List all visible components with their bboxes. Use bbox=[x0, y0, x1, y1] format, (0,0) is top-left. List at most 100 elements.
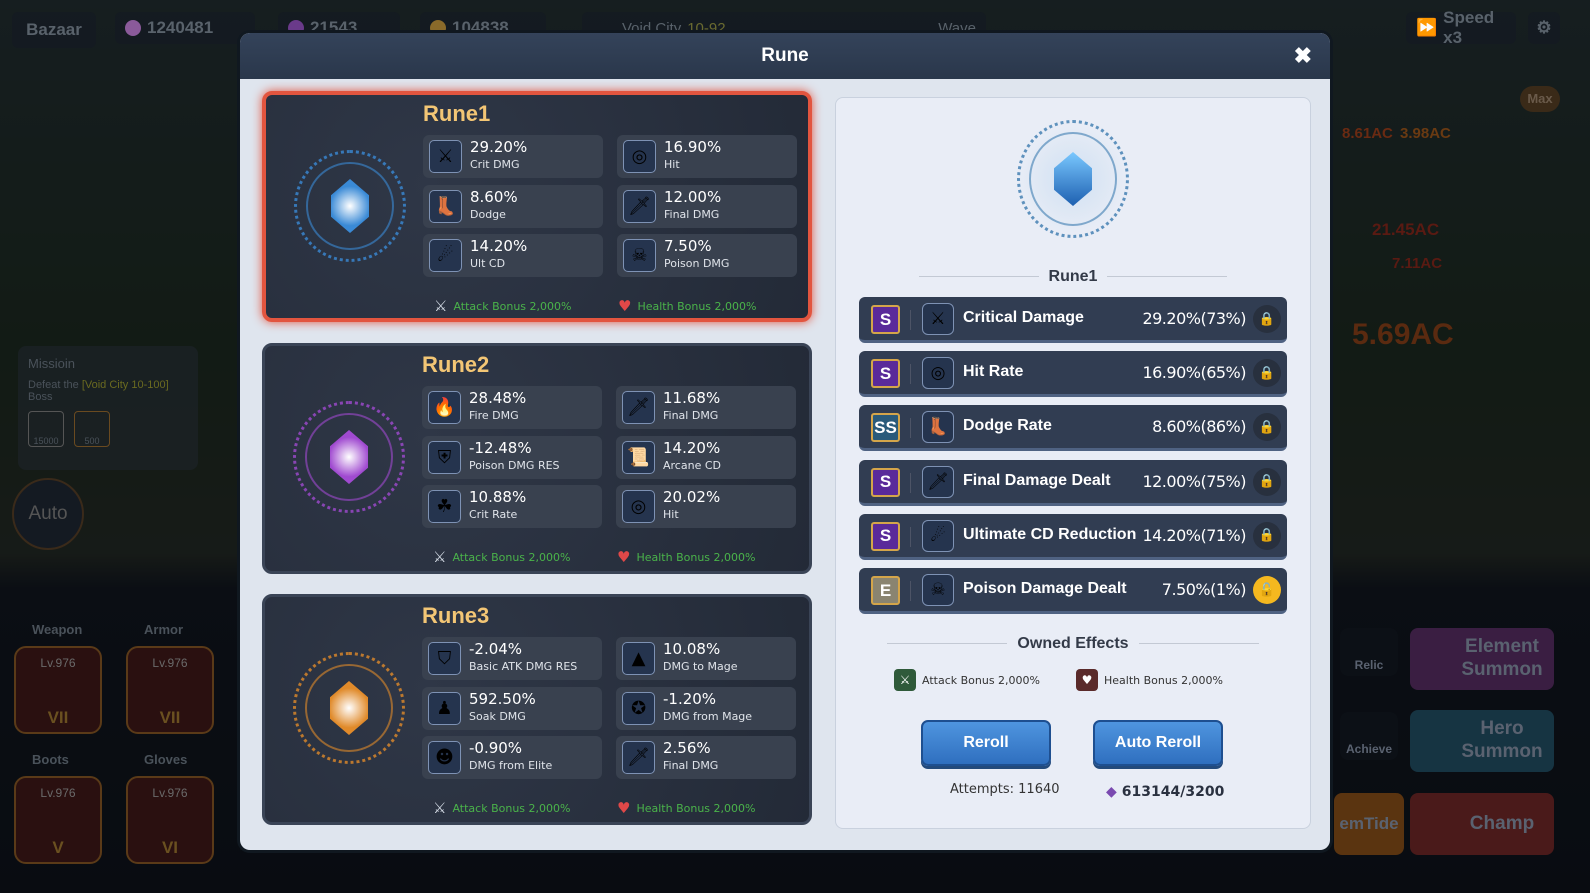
equip-slot-gloves[interactable]: Lv.976 VI bbox=[126, 776, 214, 864]
stat-value: 7.50% bbox=[664, 237, 712, 255]
lock-icon[interactable]: 🔒 bbox=[1253, 305, 1281, 333]
final-sword-icon: 🗡 bbox=[622, 391, 655, 424]
equip-slot-boots[interactable]: Lv.976 V bbox=[14, 776, 102, 864]
rune-stat: ◎ 20.02% Hit bbox=[616, 485, 796, 528]
rune-stat: ◎ 16.90% Hit bbox=[617, 135, 797, 178]
rune-card[interactable]: Rune3 ⛉ -2.04% Basic ATK DMG RES ▲ 10.08% DMG … bbox=[262, 594, 812, 825]
rune-name: Rune2 bbox=[422, 352, 490, 377]
modal-title: Rune bbox=[761, 45, 809, 66]
attempts-count: Attempts: 11640 bbox=[950, 782, 1060, 797]
mission-reward-gold: 500 bbox=[74, 411, 110, 447]
grade-badge: S bbox=[871, 467, 900, 497]
element-summon-button[interactable]: Element Summon bbox=[1410, 628, 1554, 690]
lock-icon[interactable]: 🔒 bbox=[1253, 521, 1281, 550]
mission-text: Defeat the bbox=[28, 379, 79, 391]
winged-boot-icon: 👢 bbox=[429, 189, 462, 223]
rune-card[interactable]: Rune2 🔥 28.48% Fire DMG 🗡 11.68% Final DMG ⛨ -12… bbox=[262, 343, 812, 574]
speed-button[interactable]: ⏩ Speed x3 bbox=[1406, 8, 1516, 47]
equip-tier: VI bbox=[161, 838, 179, 857]
rune-emblem bbox=[293, 652, 405, 764]
relic-button[interactable]: Relic bbox=[1340, 628, 1398, 676]
rune-stat: ☠ 7.50% Poison DMG bbox=[617, 234, 797, 277]
lock-icon[interactable]: 🔒 bbox=[1253, 359, 1281, 388]
option-value: 7.50%(1%) bbox=[1161, 580, 1247, 599]
bazaar-button[interactable]: Bazaar bbox=[12, 12, 96, 48]
equip-slot-armor[interactable]: Lv.976 VII bbox=[126, 646, 214, 734]
stat-value: 29.20% bbox=[470, 138, 528, 156]
stat-value: -1.20% bbox=[663, 689, 717, 708]
attack-bonus-icon: ⚔ bbox=[433, 548, 447, 566]
equip-level: Lv.976 bbox=[40, 786, 76, 800]
stat-value: 11.68% bbox=[663, 389, 721, 407]
stat-value: 14.20% bbox=[470, 237, 528, 255]
modal-header: Rune ✖ bbox=[240, 33, 1330, 79]
stat-value: 12.00% bbox=[664, 187, 722, 206]
unlock-icon[interactable]: 🔓 bbox=[1253, 576, 1281, 604]
rune-option-row: S ◎ Hit Rate 16.90%(65%) 🔒 bbox=[859, 351, 1287, 398]
lock-icon[interactable]: 🔒 bbox=[1253, 467, 1281, 496]
option-value: 16.90%(65%) bbox=[1142, 363, 1246, 383]
fireball-icon: ☄ bbox=[429, 239, 462, 272]
grade-badge: S bbox=[871, 305, 900, 334]
settings-button[interactable]: ⚙ bbox=[1528, 12, 1560, 44]
heart-icon: ♥ bbox=[618, 297, 632, 315]
crit-sword-icon: ⚔ bbox=[429, 140, 462, 173]
stat-label: Ult CD bbox=[470, 257, 506, 270]
reroll-currency: ◆ 613144/3200 bbox=[1106, 784, 1225, 800]
rune-name: Rune1 bbox=[423, 101, 491, 126]
attack-bonus-icon: ⚔ bbox=[433, 799, 447, 817]
stat-label: Final DMG bbox=[663, 759, 719, 772]
close-icon[interactable]: ✖ bbox=[1293, 43, 1312, 68]
rune-name: Rune3 bbox=[422, 603, 490, 628]
stat-value: 20.02% bbox=[663, 488, 721, 506]
stat-value: 28.48% bbox=[469, 389, 527, 407]
reroll-button[interactable]: Reroll bbox=[921, 720, 1051, 766]
tide-button[interactable]: emTide bbox=[1334, 793, 1404, 855]
equip-level: Lv.976 bbox=[40, 656, 76, 670]
option-name: Hit Rate bbox=[963, 363, 1024, 381]
rune-card[interactable]: Rune1 ⚔ 29.20% Crit DMG ◎ 16.90% Hit 👢 8.60% Dodg… bbox=[262, 91, 812, 322]
achieve-button[interactable]: Achieve bbox=[1340, 712, 1398, 760]
max-button[interactable]: Max bbox=[1520, 86, 1560, 112]
equip-tier: VII bbox=[47, 708, 69, 727]
elite-badge-icon: ☻ bbox=[428, 741, 461, 774]
lock-icon[interactable]: 🔒 bbox=[1253, 413, 1281, 442]
stat-label: Poison DMG RES bbox=[469, 458, 560, 472]
grade-badge: E bbox=[871, 576, 900, 605]
attack-bonus-icon: ⚔ bbox=[894, 669, 916, 691]
rune-stat: 👢 8.60% Dodge bbox=[423, 184, 603, 228]
grade-badge: S bbox=[871, 359, 900, 389]
stat-label: Hit bbox=[663, 508, 679, 521]
rune-stone-icon: ◆ bbox=[1106, 784, 1117, 800]
option-name: Ultimate CD Reduction bbox=[963, 525, 1137, 543]
detail-rune-name: Rune1 bbox=[836, 268, 1310, 286]
damage-number: 21.45AC bbox=[1372, 220, 1440, 239]
auto-button[interactable]: Auto bbox=[12, 478, 84, 550]
heart-icon: ♥ bbox=[617, 548, 631, 566]
auto-reroll-button[interactable]: Auto Reroll bbox=[1093, 720, 1223, 766]
stat-label: Dodge bbox=[470, 207, 506, 221]
stat-label: Fire DMG bbox=[469, 409, 519, 422]
stat-label: Poison DMG bbox=[664, 257, 730, 270]
equip-level: Lv.976 bbox=[152, 656, 188, 670]
owned-effects-title: Owned Effects bbox=[836, 635, 1310, 653]
rune-stat: 🗡 2.56% Final DMG bbox=[616, 736, 796, 779]
option-name: Poison Damage Dealt bbox=[963, 580, 1127, 598]
grade-badge: SS bbox=[871, 413, 900, 443]
stat-value: 8.60% bbox=[470, 187, 518, 206]
equip-tier: VII bbox=[159, 708, 181, 727]
equip-level: Lv.976 bbox=[152, 786, 188, 800]
crit-sword-icon: ⚔ bbox=[922, 303, 954, 335]
fire-icon: 🔥 bbox=[428, 391, 461, 424]
equip-slot-weapon[interactable]: Lv.976 VII bbox=[14, 646, 102, 734]
mission-title: Missioin bbox=[28, 356, 75, 371]
rune-stat: ⚔ 29.20% Crit DMG bbox=[423, 135, 603, 178]
final-sword-icon: 🗡 bbox=[922, 465, 954, 498]
skull-icon: ☠ bbox=[623, 239, 656, 272]
health-bonus: ♥ Health Bonus 2,000% bbox=[617, 799, 756, 817]
champ-button[interactable]: Champ bbox=[1410, 793, 1554, 855]
stat-label: Basic ATK DMG RES bbox=[469, 660, 578, 673]
rune-option-row: E ☠ Poison Damage Dealt 7.50%(1%) 🔓 bbox=[859, 568, 1287, 614]
rune-emblem bbox=[294, 150, 406, 262]
hero-summon-button[interactable]: Hero Summon bbox=[1410, 710, 1554, 772]
